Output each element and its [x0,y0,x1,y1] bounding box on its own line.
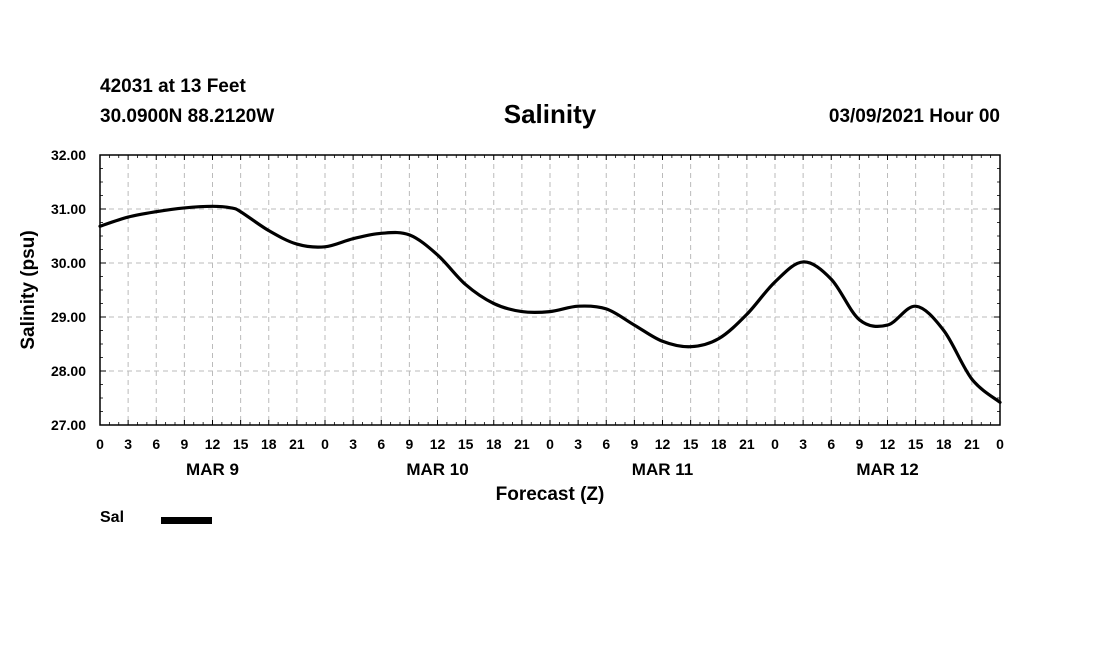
x-tick-label: 21 [739,436,755,452]
x-tick-label: 9 [405,436,413,452]
x-tick-label: 21 [514,436,530,452]
y-tick-label: 27.00 [51,417,86,433]
x-tick-label: 9 [630,436,638,452]
x-tick-label: 3 [574,436,582,452]
x-tick-label: 15 [458,436,474,452]
x-tick-label: 18 [711,436,727,452]
x-tick-label: 3 [799,436,807,452]
x-tick-label: 21 [964,436,980,452]
x-tick-label: 12 [205,436,221,452]
coordinates-label: 30.0900N 88.2120W [100,106,275,127]
x-tick-label: 18 [936,436,952,452]
station-label: 42031 at 13 Feet [100,76,246,97]
x-tick-label: 12 [655,436,671,452]
y-tick-label: 30.00 [51,255,86,271]
x-tick-label: 18 [261,436,277,452]
x-tick-label: 6 [152,436,160,452]
x-day-label: MAR 9 [186,460,239,479]
x-tick-label: 9 [180,436,188,452]
forecast-timestamp: 03/09/2021 Hour 00 [828,106,1000,127]
y-tick-label: 31.00 [51,201,86,217]
x-tick-label: 0 [996,436,1004,452]
x-tick-label: 21 [289,436,305,452]
x-tick-label: 3 [349,436,357,452]
x-tick-label: 6 [827,436,835,452]
x-tick-label: 12 [880,436,896,452]
x-tick-label: 9 [855,436,863,452]
x-day-label: MAR 10 [406,460,468,479]
y-tick-label: 28.00 [51,363,86,379]
x-day-label: MAR 12 [856,460,918,479]
x-tick-label: 15 [908,436,924,452]
x-tick-label: 15 [233,436,249,452]
y-axis-title: Salinity (psu) [18,230,39,349]
y-tick-label: 29.00 [51,309,86,325]
x-tick-label: 12 [430,436,446,452]
legend-label: Sal [100,509,125,526]
x-tick-label: 3 [124,436,132,452]
legend-swatch [161,517,212,524]
x-tick-label: 15 [683,436,699,452]
x-tick-label: 0 [321,436,329,452]
x-tick-label: 18 [486,436,502,452]
x-day-label: MAR 11 [632,460,693,479]
chart-title: Salinity [503,99,597,129]
series-line-sal [98,204,1002,404]
x-tick-label: 6 [602,436,610,452]
y-tick-label: 32.00 [51,147,86,163]
x-tick-label: 0 [771,436,779,452]
x-tick-label: 0 [546,436,554,452]
x-axis-title: Forecast (Z) [496,484,605,505]
x-tick-label: 0 [96,436,104,452]
x-tick-label: 6 [377,436,385,452]
